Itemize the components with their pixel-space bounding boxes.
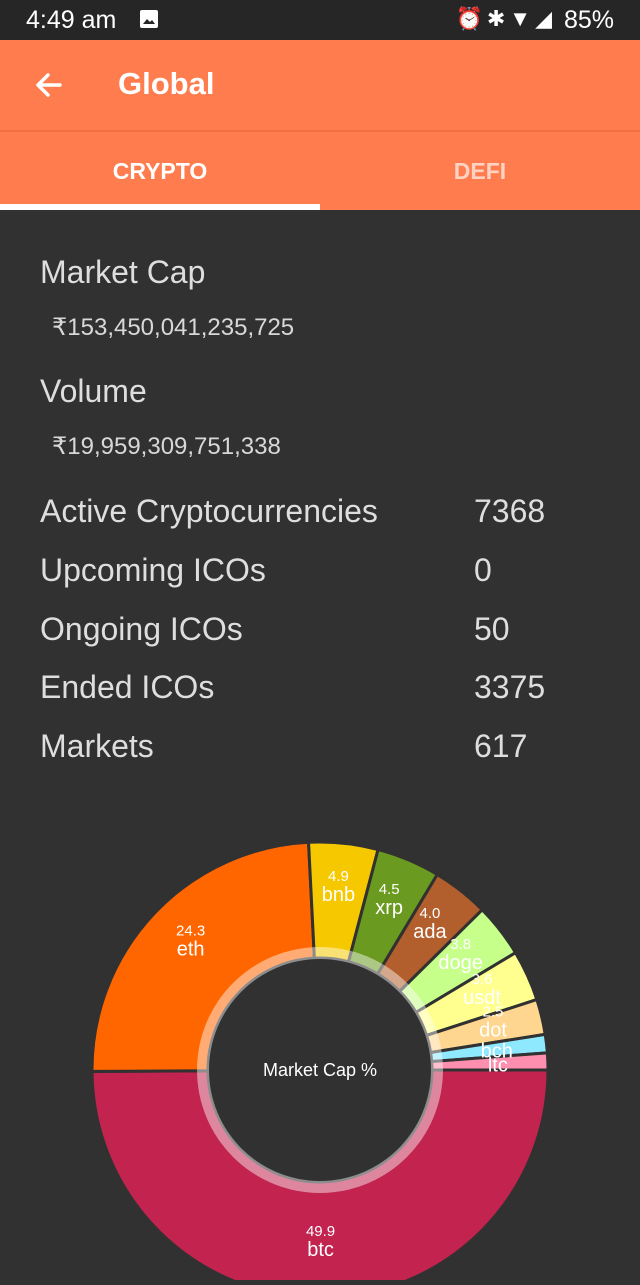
stat-label: Markets [40,728,154,764]
active-tab-indicator [0,204,320,210]
pie-category-label: usdt [463,987,501,1009]
pie-slices [90,840,550,1285]
battery-level: 85% [563,6,614,34]
pie-category-label: btc [307,1239,334,1261]
stat-row-markets: Markets 617 [40,728,600,772]
pie-category-label: ada [413,921,447,943]
pie-category-label: bnb [322,884,355,906]
pie-slice-ltc[interactable] [430,1051,550,1072]
stat-row-upcoming-icos: Upcoming ICOs 0 [40,552,600,596]
pie-value-label: 4.9 [328,868,349,885]
stat-label: Active Cryptocurrencies [40,493,378,529]
pie-value-label: 49.9 [306,1223,335,1240]
volume-value: ₹19,959,309,751,338 [52,433,281,460]
tab-crypto[interactable]: CRYPTO [112,157,208,184]
bluetooth-icon: ✱ [486,6,510,31]
pie-category-label: dot [479,1019,507,1041]
status-icons: ⏰✱▼◢ [455,6,556,32]
pie-category-label: eth [177,939,205,961]
market-cap-value: ₹153,450,041,235,725 [52,314,295,341]
pie-value-label: 2.5 [483,1003,504,1020]
alarm-icon: ⏰ [455,6,487,31]
status-bar: 4:49 am ⏰✱▼◢ 85% [0,0,640,40]
pie-value-label: 4.0 [420,905,441,922]
stat-value: 617 [474,728,528,764]
stat-row-ended-icos: Ended ICOs 3375 [40,669,600,713]
tab-bar: CRYPTO DEFI [0,130,640,210]
pie-slice-eth[interactable] [90,840,316,1073]
volume-label: Volume [40,373,147,409]
stat-row-ongoing-icos: Ongoing ICOs 50 [40,611,600,655]
stat-label: Upcoming ICOs [40,552,266,588]
stat-row-active-cryptocurrencies: Active Cryptocurrencies 7368 [40,493,600,537]
pie-slice-btc[interactable] [90,1068,550,1285]
stat-value: 0 [474,552,492,588]
market-cap-pie-chart[interactable]: 49.9 btc 24.3 eth 4.9 bnb 4.5 xrp 4.0 ada 3.8 doge 3… [0,820,640,1285]
stat-label: Ended ICOs [40,669,215,705]
pie-value-label: 3.6 [472,971,493,988]
stat-value: 7368 [474,493,546,529]
page-title: Global [118,66,215,101]
wifi-icon: ▼ [509,6,536,31]
tab-defi[interactable]: DEFI [453,157,507,184]
image-icon [140,10,158,28]
donut-hole [209,959,431,1181]
pie-category-label: xrp [375,897,403,919]
center-label: Market Cap % [263,1060,377,1080]
signal-icon: ◢ [535,6,556,31]
pie-category-label: bch [481,1040,513,1062]
pie-category-label: ltc [488,1054,508,1076]
pie-value-label: 4.5 [379,881,400,898]
app-bar: Global [0,40,640,130]
pie-value-label: 24.3 [176,923,205,940]
pie-category-label: doge [438,952,483,974]
market-cap-label: Market Cap [40,254,206,290]
stat-label: Ongoing ICOs [40,611,243,647]
back-arrow-icon[interactable] [26,62,72,108]
stat-value: 3375 [474,669,546,705]
status-time: 4:49 am [26,6,117,34]
pie-value-label: 3.8 [450,936,471,953]
stat-value: 50 [474,611,510,647]
